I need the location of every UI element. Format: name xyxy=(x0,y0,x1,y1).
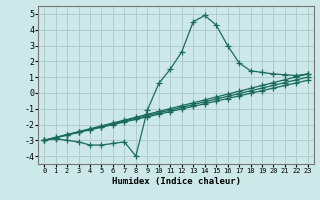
X-axis label: Humidex (Indice chaleur): Humidex (Indice chaleur) xyxy=(111,177,241,186)
